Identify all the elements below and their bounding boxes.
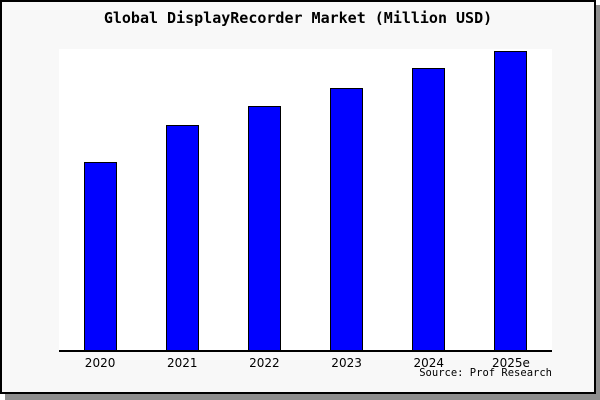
chart-frame: Global DisplayRecorder Market (Million U… [0, 0, 596, 394]
bar-2025e [494, 51, 528, 350]
bar-2021 [165, 125, 199, 350]
bar-2020 [83, 162, 117, 350]
x-tick-label-2024: 2024 [413, 356, 445, 370]
source-note: Source: Prof Research [419, 367, 552, 379]
chart-title: Global DisplayRecorder Market (Million U… [103, 9, 493, 27]
x-tick-label-2021: 2021 [166, 356, 198, 370]
x-tick-label-2025e: 2025e [491, 356, 530, 370]
x-tick-label-2022: 2022 [249, 356, 280, 370]
bar-2022 [247, 106, 281, 350]
x-tick-label-2023: 2023 [331, 356, 362, 370]
bar-2024 [412, 68, 446, 350]
x-tick-label-2020: 2020 [84, 356, 116, 370]
bar-2023 [330, 88, 364, 350]
plot-area [59, 49, 552, 352]
